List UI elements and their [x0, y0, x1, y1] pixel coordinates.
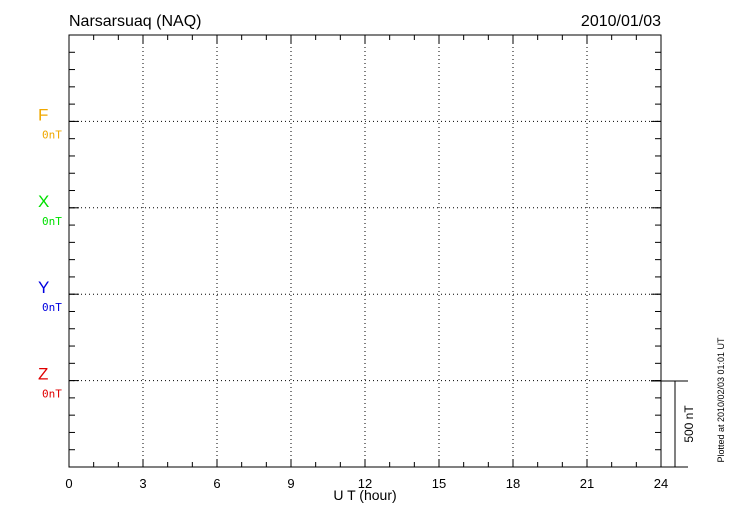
- series-baseline-label: 0nT: [42, 215, 62, 228]
- x-tick-label: 9: [287, 476, 294, 491]
- x-tick-label: 15: [432, 476, 446, 491]
- x-tick-label: 12: [358, 476, 372, 491]
- series-labels: F 0nT X 0nT Y 0nT Z 0nT: [38, 105, 62, 400]
- series-baseline-label: 0nT: [42, 388, 62, 401]
- scale-bar-label: 500 nT: [682, 405, 696, 443]
- plotted-at-footer: Plotted at 2010/02/03 01:01 UT: [716, 337, 726, 463]
- series-name-y: Y: [38, 278, 49, 297]
- series-name-x: X: [38, 192, 49, 211]
- chart-date: 2010/01/03: [581, 13, 661, 30]
- scale-bar: 500 nT: [651, 380, 696, 468]
- series-name-z: Z: [38, 365, 48, 384]
- x-tick-label: 0: [65, 476, 72, 491]
- x-tick-label: 18: [506, 476, 520, 491]
- series-baseline-label: 0nT: [42, 301, 62, 314]
- grid: [69, 35, 661, 467]
- x-tick-label: 24: [654, 476, 668, 491]
- x-tick-label: 21: [580, 476, 594, 491]
- chart-title: Narsarsuaq (NAQ): [69, 13, 201, 30]
- series-baseline-label: 0nT: [42, 128, 62, 141]
- x-axis-label: U T (hour): [333, 487, 396, 503]
- x-tick-label: 6: [213, 476, 220, 491]
- series-name-f: F: [38, 105, 48, 124]
- x-tick-label: 3: [139, 476, 146, 491]
- x-tick-labels: 0 3 6 9 12 15 18 21 24: [65, 476, 668, 491]
